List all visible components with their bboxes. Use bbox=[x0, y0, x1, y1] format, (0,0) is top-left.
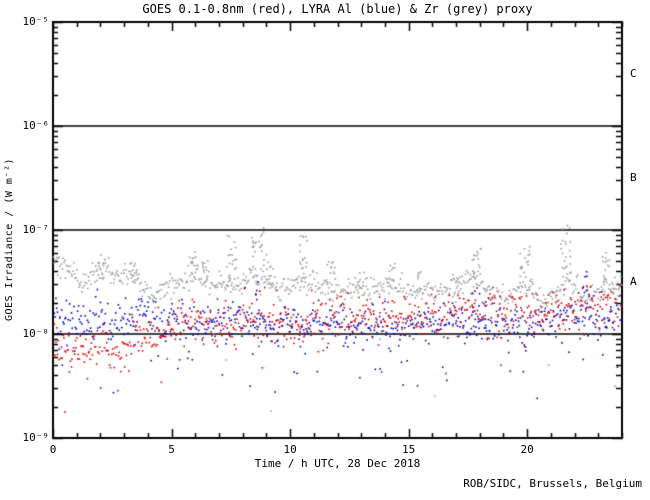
y-tick-label: 10⁻⁶ bbox=[22, 119, 50, 132]
x-tick-label: 5 bbox=[168, 443, 175, 456]
y-tick-label: 10⁻⁸ bbox=[22, 327, 50, 340]
x-tick-label: 20 bbox=[520, 443, 534, 456]
y-tick-label: 10⁻⁹ bbox=[22, 431, 50, 444]
x-tick-label: 10 bbox=[283, 443, 297, 456]
flare-class-label-b: B bbox=[630, 171, 637, 184]
x-tick-label: 0 bbox=[49, 443, 57, 456]
y-tick-label: 10⁻⁷ bbox=[22, 223, 50, 236]
y-tick-label: 10⁻⁵ bbox=[22, 15, 50, 28]
x-tick-label: 15 bbox=[402, 443, 416, 456]
flare-class-label-c: C bbox=[630, 67, 637, 80]
chart-title: GOES 0.1-0.8nm (red), LYRA Al (blue) & Z… bbox=[142, 2, 533, 16]
x-axis-title: Time / h UTC, 28 Dec 2018 bbox=[254, 457, 421, 470]
flare-class-label-a: A bbox=[630, 275, 637, 288]
y-axis-title: GOES Irradiance / (W m⁻²) bbox=[4, 158, 15, 322]
credit-text: ROB/SIDC, Brussels, Belgium bbox=[463, 477, 642, 490]
